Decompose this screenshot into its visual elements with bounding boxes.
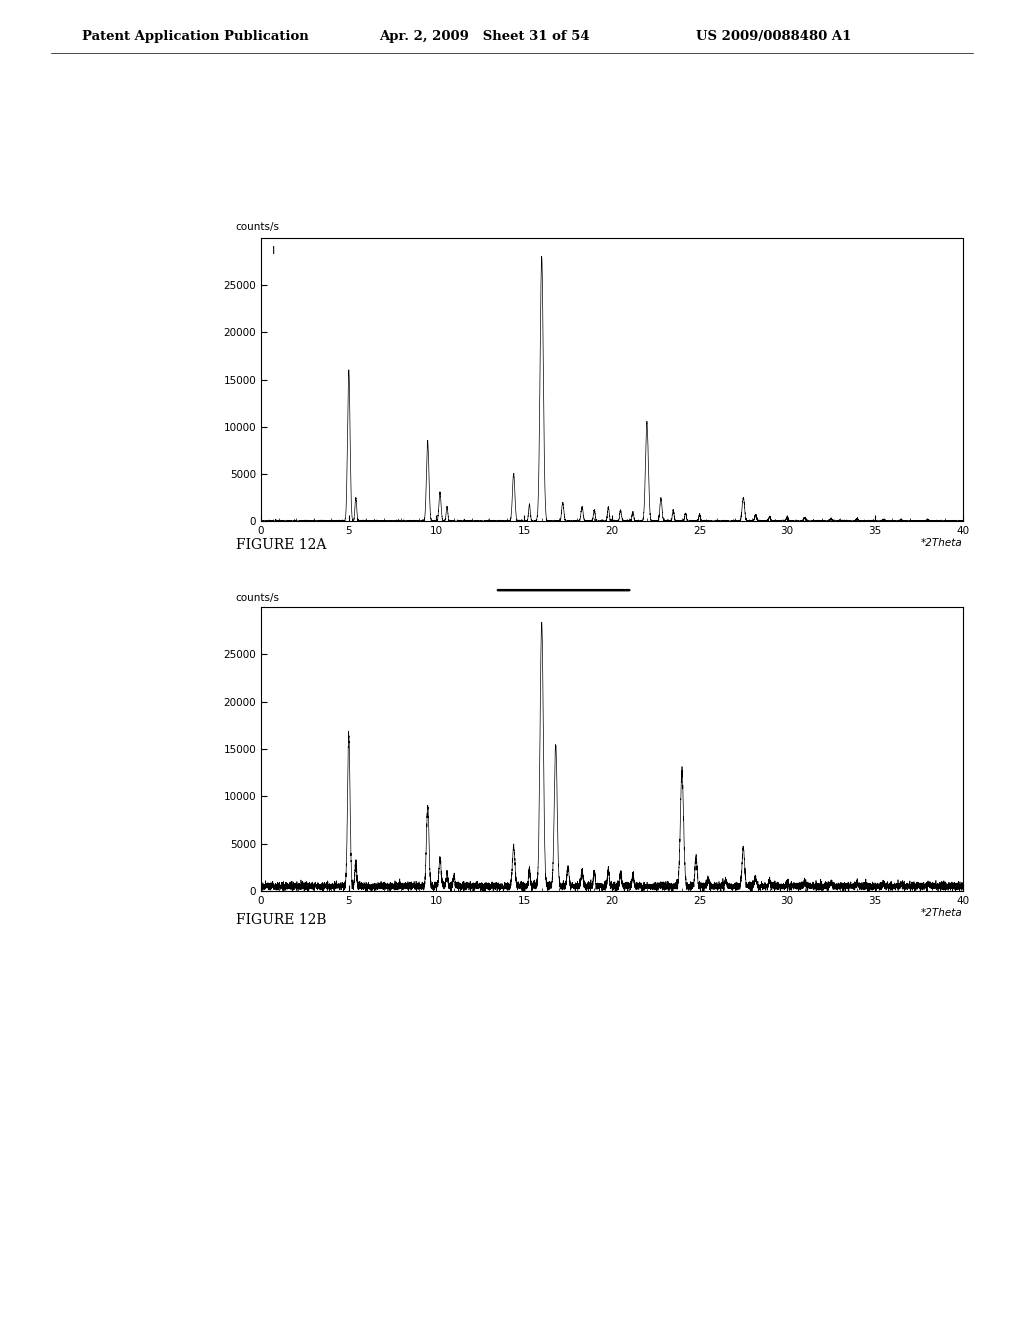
Text: US 2009/0088480 A1: US 2009/0088480 A1 [696,29,852,42]
Text: FIGURE 12A: FIGURE 12A [236,539,326,552]
Text: *2Theta: *2Theta [921,539,963,548]
Text: counts/s: counts/s [236,593,280,603]
Text: *2Theta: *2Theta [921,908,963,917]
Text: I: I [271,246,274,256]
Text: counts/s: counts/s [236,222,280,232]
Text: Apr. 2, 2009   Sheet 31 of 54: Apr. 2, 2009 Sheet 31 of 54 [379,29,590,42]
Text: FIGURE 12B: FIGURE 12B [236,913,326,927]
Text: Patent Application Publication: Patent Application Publication [82,29,308,42]
